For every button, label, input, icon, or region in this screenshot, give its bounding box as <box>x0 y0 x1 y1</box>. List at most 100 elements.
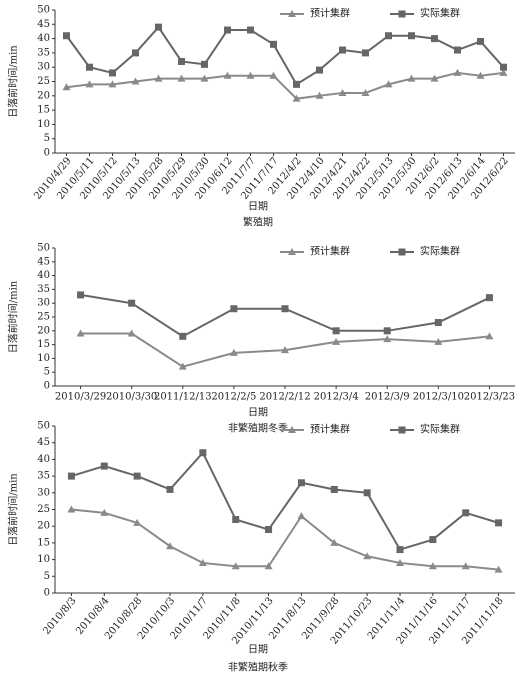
y-tick-label: 15 <box>37 339 50 350</box>
marker <box>100 508 109 516</box>
series-line <box>71 450 499 551</box>
marker <box>434 337 443 345</box>
y-tick-label: 40 <box>37 454 50 465</box>
marker <box>108 80 117 88</box>
chart-title: 非繁殖期冬季 <box>228 422 288 435</box>
marker <box>128 299 136 307</box>
marker <box>231 562 240 570</box>
series-line <box>80 293 490 338</box>
marker <box>500 63 507 71</box>
marker <box>297 479 305 487</box>
y-axis-label: 日落前时间/min <box>7 280 20 353</box>
marker <box>429 536 437 544</box>
y-axis-label: 日落前时间/min <box>7 45 20 118</box>
marker <box>281 305 289 313</box>
marker <box>383 335 392 343</box>
legend-label: 预计集群 <box>310 423 350 436</box>
marker <box>155 23 162 31</box>
marker <box>476 71 485 79</box>
marker <box>288 426 296 433</box>
marker <box>166 485 174 493</box>
marker <box>131 77 140 85</box>
y-tick-label: 35 <box>37 471 50 482</box>
marker <box>332 337 341 345</box>
marker <box>229 348 238 356</box>
marker <box>297 512 306 520</box>
marker <box>67 472 75 480</box>
y-tick-label: 45 <box>37 437 50 448</box>
y-tick-label: 30 <box>37 298 50 309</box>
marker <box>408 32 415 40</box>
x-tick-label: 2010/8/3 <box>41 595 78 636</box>
series-line <box>71 508 499 571</box>
marker <box>363 489 371 497</box>
marker <box>434 319 442 327</box>
y-tick-label: 5 <box>44 133 50 144</box>
y-tick-label: 10 <box>37 119 50 130</box>
marker <box>133 518 142 526</box>
x-tick-label: 2012/2/5 <box>211 392 256 403</box>
marker <box>462 509 470 517</box>
marker <box>385 32 392 40</box>
y-tick-label: 10 <box>37 554 50 565</box>
y-tick-label: 25 <box>37 504 50 515</box>
marker <box>230 305 238 313</box>
marker <box>166 542 174 550</box>
x-tick-label: 2011/12/13 <box>154 392 212 403</box>
marker <box>330 485 338 493</box>
y-tick-label: 40 <box>37 33 50 44</box>
marker <box>198 558 207 566</box>
x-axis-label: 日期 <box>248 644 268 656</box>
marker <box>77 291 85 299</box>
y-tick-label: 45 <box>37 19 50 30</box>
marker <box>396 558 404 566</box>
marker <box>100 462 108 470</box>
marker <box>495 519 503 527</box>
marker <box>430 74 439 82</box>
x-tick-label: 2012/3/4 <box>314 392 359 403</box>
marker <box>316 66 323 74</box>
marker <box>384 80 393 88</box>
legend-label: 实际集群 <box>420 7 460 20</box>
legend-label: 预计集群 <box>310 7 350 20</box>
marker <box>292 94 301 102</box>
marker <box>398 248 406 256</box>
marker <box>223 71 232 79</box>
x-tick-label: 2012/2/12 <box>259 392 310 403</box>
legend-label: 预计集群 <box>310 245 350 258</box>
marker <box>154 74 163 82</box>
marker <box>63 32 70 40</box>
y-tick-label: 35 <box>37 47 50 58</box>
marker <box>246 71 255 79</box>
marker <box>398 426 406 434</box>
y-tick-label: 25 <box>37 76 50 87</box>
y-tick-label: 15 <box>37 105 50 116</box>
marker <box>315 91 324 99</box>
marker <box>339 46 346 54</box>
y-tick-label: 50 <box>37 243 50 254</box>
marker <box>177 74 186 82</box>
y-tick-label: 15 <box>37 537 50 548</box>
marker <box>200 74 209 82</box>
marker <box>293 80 300 88</box>
y-tick-label: 20 <box>37 325 50 336</box>
marker <box>288 248 296 255</box>
series-line <box>66 71 504 100</box>
marker <box>178 362 187 370</box>
y-tick-label: 45 <box>37 256 50 267</box>
marker <box>133 472 141 480</box>
y-tick-label: 20 <box>37 521 50 532</box>
x-tick-label: 2012/3/9 <box>365 392 410 403</box>
marker <box>453 68 462 76</box>
marker <box>199 449 207 457</box>
y-tick-label: 50 <box>37 421 50 432</box>
marker <box>499 68 508 76</box>
marker <box>398 10 406 18</box>
marker <box>270 40 277 48</box>
x-tick-label: 2010/3/29 <box>55 392 106 403</box>
marker <box>67 505 76 513</box>
legend-label: 实际集群 <box>420 423 460 436</box>
marker <box>362 49 369 57</box>
legend-label: 实际集群 <box>420 245 460 258</box>
marker <box>383 327 391 335</box>
